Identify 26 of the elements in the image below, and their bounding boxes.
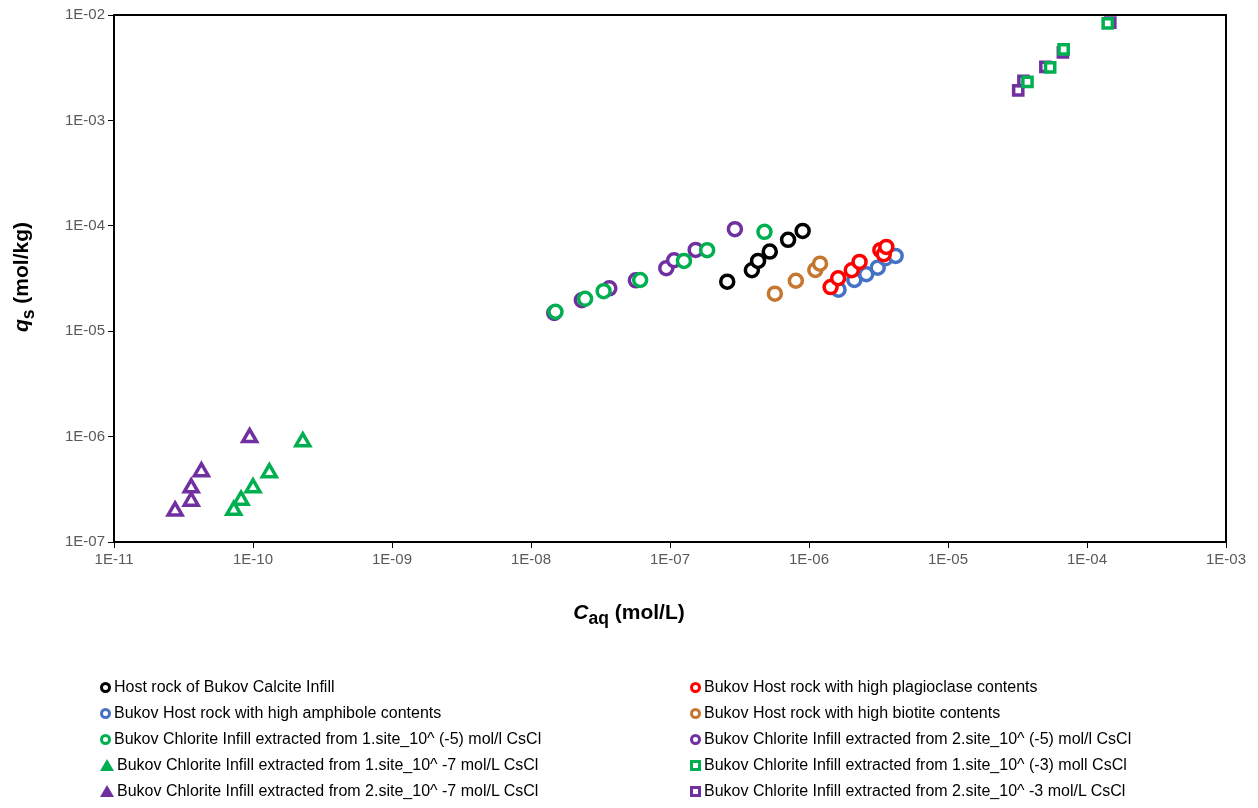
legend-label: Bukov Chlorite Infill extracted from 1.site_10^ (-3) moll CsCl <box>704 756 1127 774</box>
x-tick-label: 1E-09 <box>372 550 413 568</box>
legend-label: Bukov Host rock with high biotite contents <box>704 704 1001 722</box>
x-tick-label: 1E-05 <box>927 550 969 568</box>
y-tick-label: 1E-02 <box>65 5 106 23</box>
x-tick-label: 1E-04 <box>1066 550 1108 568</box>
legend-label: Bukov Chlorite Infill extracted from 1.site_10^ -7 mol/L CsCl <box>117 756 539 774</box>
legend-label: Bukov Chlorite Infill extracted from 2.site_10^ (-5) mol/l CsCl <box>704 730 1132 748</box>
y-tick-label: 1E-03 <box>65 110 106 128</box>
legend-label: Bukov Chlorite Infill extracted from 2.site_10^ -7 mol/L CsCl <box>117 782 539 800</box>
legend-label: Bukov Host rock with high amphibole contents <box>114 704 442 722</box>
x-tick-label: 1E-07 <box>650 550 691 568</box>
x-tick-label: 1E-03 <box>1205 550 1247 568</box>
legend-label: Bukov Chlorite Infill extracted from 2.site_10^ -3 mol/L CsCl <box>704 782 1126 800</box>
y-tick-label: 1E-06 <box>65 426 106 444</box>
x-tick-label: 1E-11 <box>94 550 134 568</box>
legend-label: Bukov Chlorite Infill extracted from 1.site_10^ (-5) mol/l CsCl <box>114 730 542 748</box>
legend-label: Bukov Host rock with high plagioclase contents <box>704 678 1038 696</box>
x-tick-label: 1E-06 <box>788 550 830 568</box>
legend-label: Host rock of Bukov Calcite Infill <box>114 678 335 696</box>
x-tick-label: 1E-08 <box>511 550 552 568</box>
x-tick-label: 1E-10 <box>233 550 274 568</box>
y-tick-label: 1E-07 <box>65 532 106 550</box>
x-axis-title: C$_{aq}$ (mol/L) <box>572 600 686 630</box>
y-tick-label: 1E-04 <box>65 215 106 233</box>
y-tick-label: 1E-05 <box>65 321 106 339</box>
